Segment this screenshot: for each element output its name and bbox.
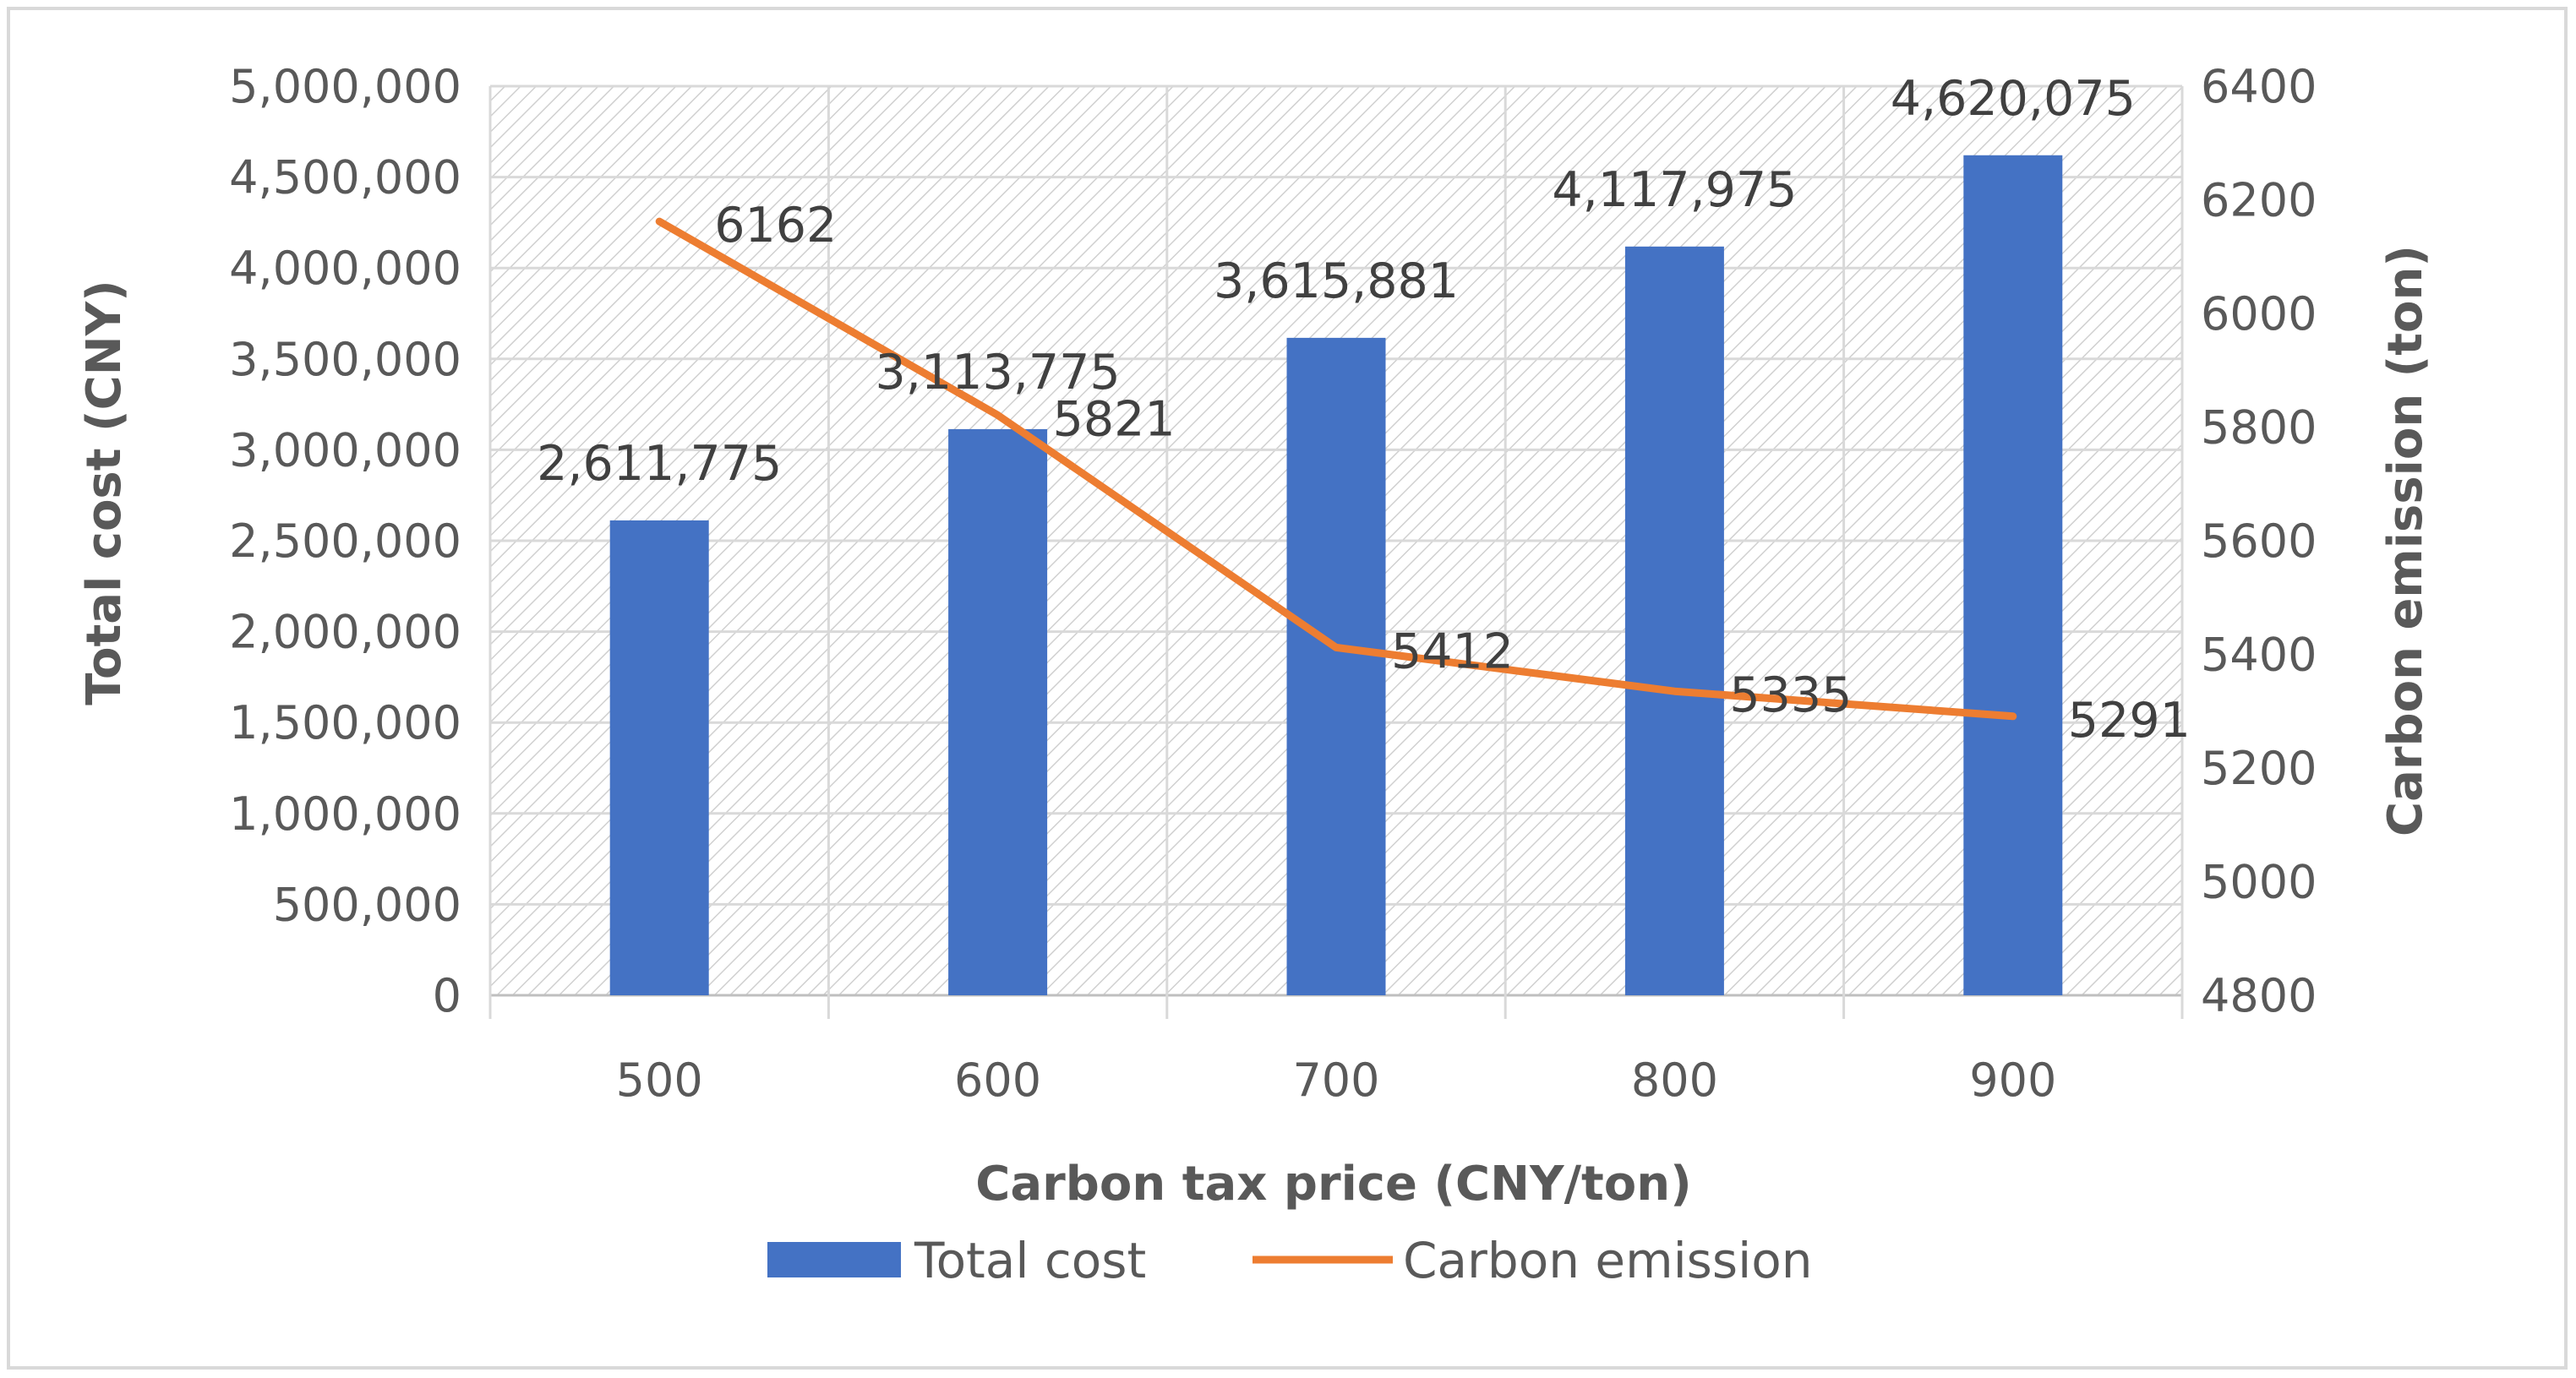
y2-tick-label: 5200 [2201,742,2317,795]
y-axis-left-ticks: 0 500,000 1,000,000 1,500,000 2,000,000 2,500… [229,60,461,1022]
y2-tick-label: 6000 [2201,287,2317,340]
y2-tick-label: 5000 [2201,856,2317,909]
data-label-carbon-emission: 5335 [1729,667,1852,723]
data-label-total-cost: 3,113,775 [876,345,1121,400]
y-axis-title: Total cost (CNY) [77,280,132,705]
data-label-carbon-emission: 6162 [714,198,837,253]
legend-swatch-total-cost [767,1242,901,1277]
total-cost-bars [609,155,2063,995]
bar-total-cost [1286,337,1386,995]
y-tick-label: 3,000,000 [229,423,461,477]
x-tick-label: 900 [1969,1054,2056,1107]
bar-total-cost [1963,155,2063,995]
legend-label-carbon-emission: Carbon emission [1403,1232,1812,1289]
y-axis-right-ticks: 4800 5000 5200 5400 5600 5800 6000 6200 6400 [2201,60,2317,1022]
y2-tick-label: 5400 [2201,629,2317,682]
data-label-carbon-emission: 5821 [1053,391,1176,447]
y-tick-label: 0 [433,969,461,1022]
y2-tick-label: 5600 [2201,515,2317,568]
data-label-total-cost: 2,611,775 [537,436,782,492]
bar-data-labels: 2,611,775 3,113,775 3,615,881 4,117,975 4,62… [537,71,2136,492]
bar-total-cost [1624,246,1724,995]
y2-tick-label: 5800 [2201,401,2317,455]
y-tick-label: 4,500,000 [229,151,461,204]
y-tick-label: 500,000 [273,878,461,931]
y2-axis-title: Carbon emission (ton) [2378,245,2433,836]
y-tick-label: 2,000,000 [229,606,461,659]
x-tick-label: 500 [616,1054,703,1107]
y-tick-label: 1,500,000 [229,696,461,749]
data-label-total-cost: 4,117,975 [1552,162,1797,218]
data-label-carbon-emission: 5412 [1391,624,1514,679]
y-tick-label: 5,000,000 [229,60,461,113]
legend: Total cost Carbon emission [767,1232,1812,1289]
y-tick-label: 1,000,000 [229,787,461,841]
bar-total-cost [948,428,1048,995]
y-tick-label: 2,500,000 [229,515,461,568]
bar-total-cost [609,520,709,995]
legend-label-total-cost: Total cost [914,1232,1146,1289]
y2-tick-label: 6200 [2201,174,2317,227]
x-tick-label: 800 [1631,1054,1718,1107]
x-axis-title: Carbon tax price (CNY/ton) [975,1157,1691,1212]
data-label-total-cost: 3,615,881 [1214,253,1459,309]
x-axis-ticks: 500 600 700 800 900 [616,1054,2057,1107]
data-label-carbon-emission: 5291 [2068,693,2191,749]
x-tick-label: 600 [954,1054,1041,1107]
x-tick-label: 700 [1292,1054,1379,1107]
y-tick-label: 3,500,000 [229,333,461,386]
y2-tick-label: 6400 [2201,60,2317,113]
carbon-emission-line [655,217,2017,721]
data-label-total-cost: 4,620,075 [1891,71,2136,127]
line-data-labels: 6162 5821 5412 5335 5291 [714,198,2191,749]
y2-tick-label: 4800 [2201,969,2317,1022]
y-tick-label: 4,000,000 [229,242,461,295]
